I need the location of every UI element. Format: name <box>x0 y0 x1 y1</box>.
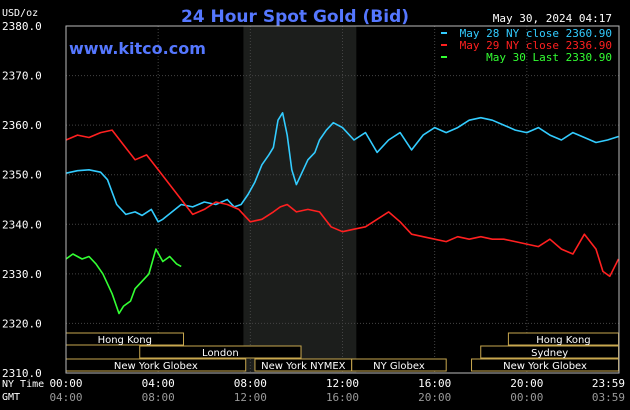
x-tick-label-ny: 20:00 <box>510 377 543 390</box>
watermark-kitco: www.kitco.com <box>69 39 206 58</box>
x-tick-label-gmt: 16:00 <box>326 391 359 404</box>
session-box <box>139 345 302 359</box>
plot-border <box>65 25 620 374</box>
x-tick-label-ny: 12:00 <box>326 377 359 390</box>
y-tick-label: 2320.0 <box>2 317 42 330</box>
session-label: New York Globex <box>114 361 198 372</box>
y-axis: 2380.0 2370.0 2360.0 2350.0 2340.0 2330.0 2320… <box>2 20 42 380</box>
x-tick-label-gmt: 08:00 <box>142 391 175 404</box>
legend-entry: May 30 Last 2330.90 <box>486 51 612 64</box>
y-tick-label: 2370.0 <box>2 70 42 83</box>
y-tick-label: 2360.0 <box>2 119 42 132</box>
y-tick-label: 2350.0 <box>2 169 42 182</box>
chart-title: 24 Hour Spot Gold (Bid) <box>181 7 409 27</box>
nymex-session-highlight <box>243 26 357 373</box>
price-series <box>65 112 620 315</box>
x-tick-label-gmt: 20:00 <box>418 391 451 404</box>
y-tick-label: 2340.0 <box>2 218 42 231</box>
session-label: London <box>202 348 239 359</box>
session-label: New York Globex <box>503 361 587 372</box>
x-tick-label-gmt: 04:00 <box>49 391 82 404</box>
session-label: Sydney <box>531 348 568 359</box>
session-label: NY Globex <box>373 361 425 372</box>
x-axis-ny-time-label: NY Time <box>2 379 44 390</box>
x-tick-label-ny: 04:00 <box>142 377 175 390</box>
x-axis-gmt-label: GMT <box>2 392 20 403</box>
series-line-may-30 <box>65 248 182 315</box>
y-tick-label: 2380.0 <box>2 20 42 33</box>
x-tick-label-gmt: 03:59 <box>592 391 625 404</box>
legend-entry: May 29 NY close 2336.90 <box>460 39 612 52</box>
x-tick-label-ny: 00:00 <box>49 377 82 390</box>
x-tick-label-ny: 16:00 <box>418 377 451 390</box>
session-label: New York NYMEX <box>261 361 346 372</box>
x-tick-label-gmt: 00:00 <box>510 391 543 404</box>
y-unit-label: USD/oz <box>2 8 38 19</box>
session-label: Hong Kong <box>536 335 590 346</box>
legend-entry: May 28 NY close 2360.90 <box>460 27 612 40</box>
x-tick-label-ny: 08:00 <box>234 377 267 390</box>
session-label: Hong Kong <box>98 335 152 346</box>
series-line-may-29 <box>65 129 620 278</box>
y-tick-label: 2310.0 <box>2 367 42 380</box>
date-stamp: May 30, 2024 04:17 <box>493 12 612 25</box>
x-axis: NY TimeGMT00:0004:0004:0008:0008:0012:00… <box>2 377 625 404</box>
y-tick-label: 2330.0 <box>2 268 42 281</box>
x-tick-label-ny: 23:59 <box>592 377 625 390</box>
session-box <box>351 358 447 372</box>
series-line-may-28 <box>65 112 619 223</box>
x-tick-label-gmt: 12:00 <box>234 391 267 404</box>
trading-sessions: Hong Kong London New York Globex New York N… <box>65 332 620 372</box>
